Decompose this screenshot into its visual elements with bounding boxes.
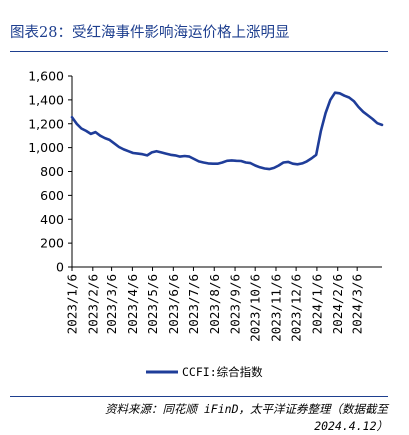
legend: CCFI:综合指数 (146, 365, 263, 379)
legend-label: CCFI:综合指数 (182, 365, 263, 379)
source-divider (10, 396, 388, 397)
x-tick-label: 2023/8/6 (207, 274, 222, 334)
y-tick-label: 1,600 (28, 69, 64, 84)
x-tick-label: 2023/11/6 (268, 274, 283, 342)
x-tick-label: 2023/10/6 (248, 274, 263, 342)
y-tick-label: 1,200 (28, 116, 64, 131)
line-chart: 0 200 400 600 800 1,000 1,200 1,400 1,600 2023/1… (28, 69, 384, 379)
x-tick-label: 2023/3/6 (104, 274, 119, 334)
chart-title: 图表28：受红海事件影响海运价格上涨明显 (10, 25, 290, 41)
series-line (70, 91, 384, 171)
y-tick-label: 400 (40, 212, 64, 227)
x-tick-label: 2024/2/6 (330, 274, 345, 334)
x-tick-label: 2023/4/6 (125, 274, 140, 334)
x-tick-label: 2023/1/6 (65, 274, 80, 334)
x-axis: 2023/1/6 2023/2/6 2023/3/6 2023/4/6 2023/5/6… (65, 266, 382, 342)
x-tick-label: 2023/7/6 (186, 274, 201, 334)
y-tick-label: 200 (40, 236, 64, 251)
x-tick-label: 2023/2/6 (85, 274, 100, 334)
x-tick-label: 2023/5/6 (145, 274, 160, 334)
y-tick-label: 1,000 (28, 140, 64, 155)
x-tick-label: 2023/6/6 (166, 274, 181, 334)
y-axis: 0 200 400 600 800 1,000 1,200 1,400 1,600 (28, 69, 73, 275)
title-divider (10, 51, 388, 52)
y-tick-label: 800 (40, 164, 64, 179)
x-tick-label: 2023/12/6 (289, 274, 304, 342)
x-tick-label: 2024/1/6 (309, 274, 324, 334)
x-tick-label: 2024/3/6 (350, 274, 365, 334)
x-tick-label: 2023/9/6 (228, 274, 243, 334)
series-layer (70, 91, 384, 171)
source-note: 资料来源：同花顺 iFinD，太平洋证券整理（数据截至 2024.4.12） (104, 402, 388, 433)
y-tick-label: 0 (56, 260, 64, 275)
y-tick-label: 600 (40, 188, 64, 203)
y-tick-label: 1,400 (28, 92, 64, 107)
